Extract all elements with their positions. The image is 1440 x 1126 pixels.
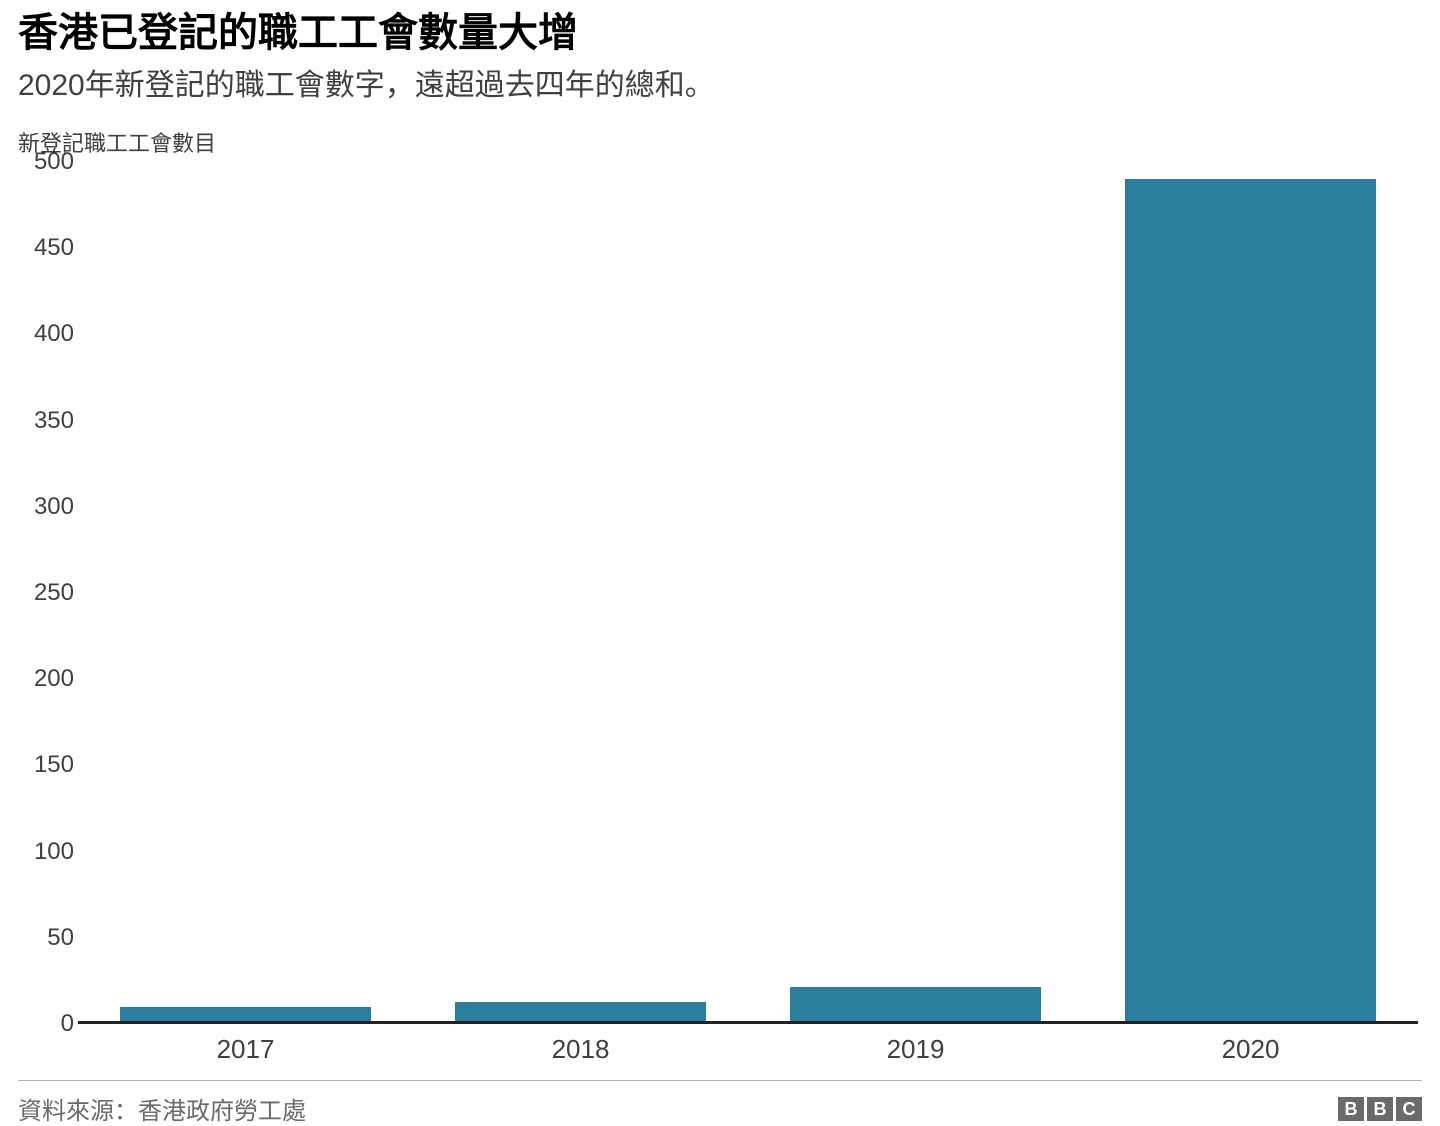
bar-slot <box>748 162 1083 1021</box>
logo-letter-b1-icon: B <box>1338 1097 1364 1121</box>
chart-footer: 資料來源：香港政府勞工處 B B C <box>18 1080 1422 1126</box>
bbc-logo: B B C <box>1338 1097 1422 1121</box>
y-tick-label: 100 <box>18 838 74 866</box>
bar-slot <box>1083 162 1418 1021</box>
bar <box>455 1002 706 1021</box>
y-tick-label: 500 <box>18 148 74 176</box>
bar-slot <box>413 162 748 1021</box>
chart-subtitle: 2020年新登記的職工會數字，遠超過去四年的總和。 <box>18 60 1422 104</box>
y-axis-label: 新登記職工工會數目 <box>18 126 1422 158</box>
y-tick-label: 350 <box>18 407 74 435</box>
y-tick-label: 50 <box>18 924 74 952</box>
logo-letter-b2-icon: B <box>1367 1097 1393 1121</box>
x-tick-label: 2019 <box>748 1028 1083 1072</box>
logo-letter-c-icon: C <box>1396 1097 1422 1121</box>
y-tick-label: 400 <box>18 320 74 348</box>
plot-area <box>78 162 1418 1024</box>
x-axis-labels: 2017201820192020 <box>78 1028 1418 1072</box>
bar-slot <box>78 162 413 1021</box>
source-text: 資料來源：香港政府勞工處 <box>18 1091 306 1126</box>
chart-title: 香港已登記的職工工會數量大增 <box>18 10 1422 56</box>
y-tick-label: 150 <box>18 751 74 779</box>
y-tick-label: 0 <box>18 1010 74 1038</box>
x-tick-label: 2017 <box>78 1028 413 1072</box>
y-tick-label: 200 <box>18 665 74 693</box>
y-tick-label: 250 <box>18 579 74 607</box>
bar <box>1125 179 1376 1021</box>
bars-group <box>78 162 1418 1021</box>
y-tick-label: 450 <box>18 234 74 262</box>
bar <box>790 987 1041 1021</box>
bar <box>120 1007 371 1021</box>
x-tick-label: 2018 <box>413 1028 748 1072</box>
x-tick-label: 2020 <box>1083 1028 1418 1072</box>
chart-container: 2017201820192020 0 50 100 150 200 250 300 350 40… <box>18 162 1422 1072</box>
y-tick-label: 300 <box>18 493 74 521</box>
